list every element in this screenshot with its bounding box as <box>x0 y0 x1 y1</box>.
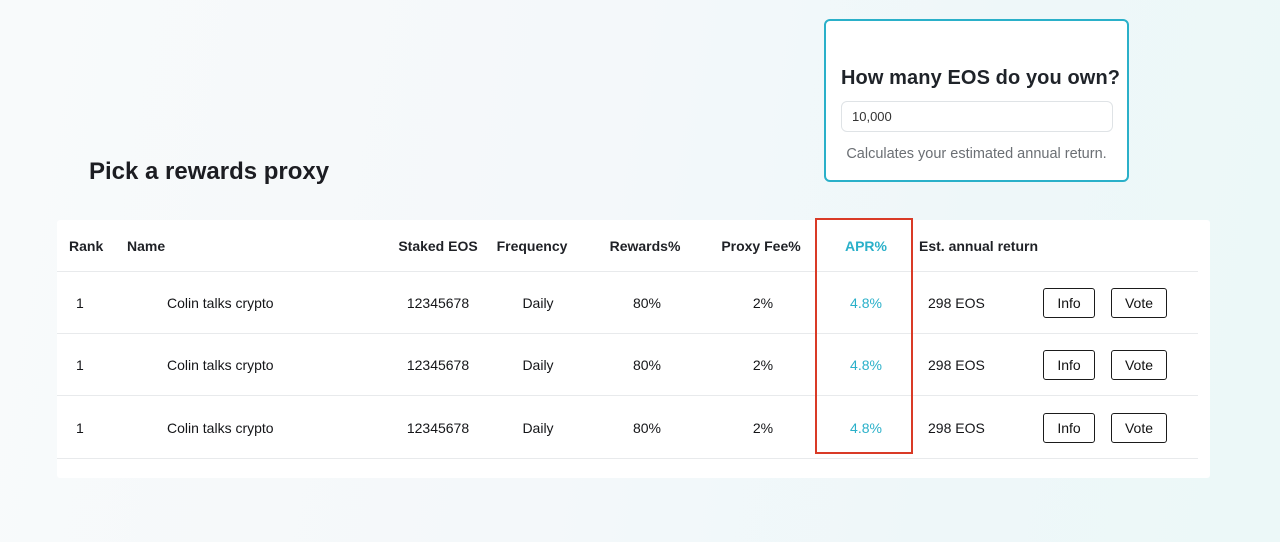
header-frequency: Frequency <box>496 237 568 254</box>
proxy-table: Rank Name Staked EOS Frequency Rewards% … <box>57 220 1210 478</box>
calculator-title: How many EOS do you own? <box>841 67 1121 89</box>
staked-cell: 12345678 <box>406 419 470 436</box>
annual-return-cell: 298 EOS <box>928 419 985 436</box>
proxy-fee-cell: 2% <box>752 294 774 311</box>
name-cell: Colin talks crypto <box>167 294 274 311</box>
frequency-cell: Daily <box>522 419 554 436</box>
rewards-cell: 80% <box>632 419 662 436</box>
header-annual-return: Est. annual return <box>919 237 1039 254</box>
name-cell: Colin talks crypto <box>167 419 274 436</box>
vote-button[interactable]: Vote <box>1111 288 1167 318</box>
apr-cell: 4.8% <box>850 294 882 311</box>
name-cell: Colin talks crypto <box>167 356 274 373</box>
rank-cell: 1 <box>76 294 84 311</box>
rank-cell: 1 <box>76 356 84 373</box>
table-row: 1 Colin talks crypto 12345678 Daily 80% … <box>57 397 1198 459</box>
apr-cell: 4.8% <box>850 356 882 373</box>
vote-button[interactable]: Vote <box>1111 350 1167 380</box>
calculator-hint: Calculates your estimated annual return. <box>846 146 1107 162</box>
frequency-cell: Daily <box>522 356 554 373</box>
info-button[interactable]: Info <box>1043 288 1095 318</box>
rewards-cell: 80% <box>632 356 662 373</box>
header-proxy-fee: Proxy Fee% <box>721 237 801 254</box>
frequency-cell: Daily <box>522 294 554 311</box>
info-button[interactable]: Info <box>1043 350 1095 380</box>
annual-return-cell: 298 EOS <box>928 356 985 373</box>
header-rewards: Rewards% <box>609 237 681 254</box>
proxy-fee-cell: 2% <box>752 356 774 373</box>
table-row: 1 Colin talks crypto 12345678 Daily 80% … <box>57 334 1198 396</box>
staked-cell: 12345678 <box>406 294 470 311</box>
header-apr: APR% <box>844 237 887 254</box>
rank-cell: 1 <box>76 419 84 436</box>
info-button[interactable]: Info <box>1043 413 1095 443</box>
header-name: Name <box>127 237 166 254</box>
header-staked-eos: Staked EOS <box>398 237 478 254</box>
table-row: 1 Colin talks crypto 12345678 Daily 80% … <box>57 272 1198 334</box>
annual-return-cell: 298 EOS <box>928 294 985 311</box>
eos-calculator-card: How many EOS do you own? Calculates your… <box>824 19 1129 182</box>
eos-amount-input[interactable] <box>841 101 1113 132</box>
vote-button[interactable]: Vote <box>1111 413 1167 443</box>
apr-cell: 4.8% <box>850 419 882 436</box>
staked-cell: 12345678 <box>406 356 470 373</box>
rewards-cell: 80% <box>632 294 662 311</box>
table-header: Rank Name Staked EOS Frequency Rewards% … <box>57 220 1198 272</box>
page-title: Pick a rewards proxy <box>89 158 330 185</box>
proxy-fee-cell: 2% <box>752 419 774 436</box>
header-rank: Rank <box>69 237 104 254</box>
